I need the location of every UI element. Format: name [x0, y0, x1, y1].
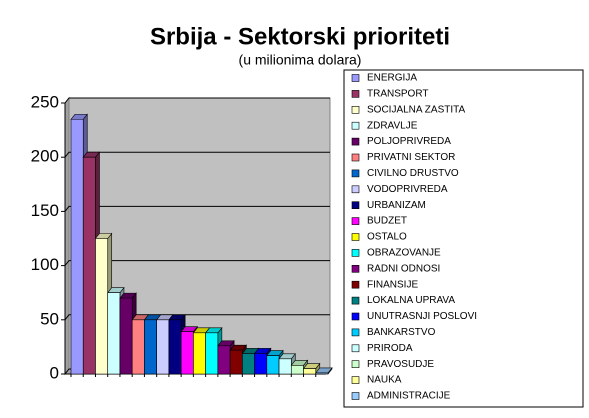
bar-front — [144, 319, 157, 375]
bar-front — [205, 332, 219, 375]
legend-label: TRANSPORT — [367, 89, 429, 100]
legend-label: ENERGIJA — [367, 73, 417, 84]
legend-swatch — [351, 153, 360, 162]
grid-line — [64, 151, 330, 158]
chart-title: Srbija - Sektorski prioriteti — [150, 23, 450, 50]
grid-line — [64, 260, 330, 266]
legend-swatch — [351, 392, 360, 400]
bar-front — [70, 118, 84, 375]
legend-label: POLJOPRIVREDA — [367, 136, 451, 147]
legend-label: PRAVOSUDJE — [367, 359, 434, 370]
y-tick-label: 0 — [50, 363, 59, 382]
legend-swatch — [351, 185, 360, 194]
legend-label: NAUKA — [367, 375, 402, 386]
bar-front — [156, 319, 170, 375]
y-tick-label: 250 — [31, 92, 59, 111]
legend-swatch — [351, 264, 360, 273]
bar-front — [303, 368, 317, 375]
bar-front — [266, 355, 280, 375]
grid-line — [64, 314, 330, 321]
bar-front — [193, 332, 206, 375]
legend-swatch — [351, 169, 360, 178]
bar-front — [180, 331, 194, 375]
legend-swatch — [351, 249, 360, 257]
side-wall — [64, 96, 70, 376]
legend-label: PRIVATNI SEKTOR — [367, 152, 455, 163]
legend-swatch — [351, 106, 360, 114]
legend-swatch — [351, 217, 360, 225]
y-tick-label: 50 — [40, 309, 59, 328]
bar-front — [119, 297, 133, 375]
legend-swatch — [351, 280, 360, 289]
legend-label: VODOPRIVREDA — [367, 184, 448, 195]
bar-front — [229, 349, 243, 375]
bar — [315, 367, 333, 375]
legend-label: URBANIZAM — [367, 200, 426, 211]
legend-swatch — [351, 74, 360, 82]
legend-swatch — [351, 344, 360, 353]
bar-front — [278, 358, 292, 375]
bar-front — [315, 372, 329, 375]
legend-label: SOCIJALNA ZASTITA — [367, 104, 465, 115]
legend-swatch — [351, 201, 360, 209]
y-tick-label: 100 — [31, 255, 59, 274]
bar-front — [131, 319, 145, 375]
bar-front — [95, 238, 109, 375]
legend-swatch — [351, 376, 360, 384]
legend-label: OBRAZOVANJE — [367, 248, 441, 259]
legend-label: BANKARSTVO — [367, 327, 436, 338]
legend-label: RADNI ODNOSI — [367, 263, 440, 274]
bar-front — [217, 345, 231, 375]
legend-swatch — [351, 233, 360, 241]
legend-label: LOKALNA UPRAVA — [367, 295, 455, 306]
grid-line — [64, 205, 330, 212]
bar-front — [254, 353, 268, 375]
bar-front — [107, 292, 121, 375]
legend-swatch — [351, 312, 360, 321]
bar-front — [168, 319, 182, 375]
bar-front — [242, 353, 255, 375]
legend-label: BUDZET — [367, 216, 407, 227]
grid-line — [64, 97, 330, 104]
legend-label: PRIRODA — [367, 343, 413, 354]
legend-swatch — [351, 121, 360, 130]
legend-swatch — [351, 90, 360, 98]
legend-swatch — [351, 296, 360, 305]
legend-swatch — [351, 137, 360, 146]
legend-label: FINANSIJE — [367, 279, 418, 290]
bar-front — [290, 365, 304, 375]
legend-label: ZDRAVLJE — [367, 120, 418, 131]
legend-box — [343, 69, 584, 408]
legend-swatch — [351, 328, 360, 337]
legend-label: CIVILNO DRUSTVO — [367, 168, 459, 179]
bar-front — [82, 156, 96, 375]
legend-label: ADMINISTRACIJE — [367, 391, 451, 402]
y-tick-label: 150 — [31, 201, 59, 220]
y-tick-label: 200 — [31, 147, 59, 166]
legend-swatch — [351, 360, 360, 369]
chart-subtitle: (u milionima dolara) — [239, 52, 362, 68]
legend-label: UNUTRASNJI POSLOVI — [367, 311, 477, 322]
legend-label: OSTALO — [367, 232, 407, 243]
